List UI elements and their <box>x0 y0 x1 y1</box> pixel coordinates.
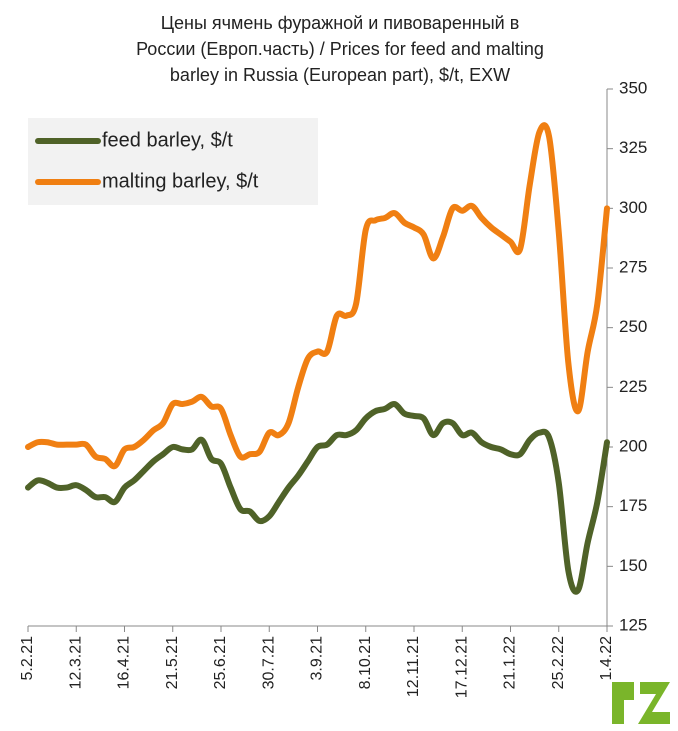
x-tick-label: 21.1.22 <box>502 636 519 689</box>
legend-label: feed barley, $/t <box>102 129 233 151</box>
y-tick-label: 150 <box>619 556 647 575</box>
y-tick-label: 300 <box>619 198 647 217</box>
logo <box>612 682 670 724</box>
series-line <box>25 400 610 595</box>
chart-title: Цены ячмень фуражной и пивоваренный в <box>161 13 520 33</box>
x-tick-label: 3.9.21 <box>309 636 326 681</box>
y-tick-label: 200 <box>619 436 647 455</box>
x-tick-label: 16.4.21 <box>116 636 133 689</box>
x-tick-label: 21.5.21 <box>164 636 181 689</box>
series-line <box>25 122 610 470</box>
y-tick-label: 275 <box>619 257 647 276</box>
x-tick-label: 25.2.22 <box>550 636 567 689</box>
y-tick-label: 350 <box>619 78 647 97</box>
x-tick-label: 1.4.22 <box>598 636 615 681</box>
x-tick-label: 8.10.21 <box>357 636 374 689</box>
legend-box <box>28 118 318 205</box>
y-tick-label: 175 <box>619 496 647 515</box>
legend-label: malting barley, $/t <box>102 170 259 192</box>
x-tick-label: 12.11.21 <box>405 636 422 697</box>
x-tick-label: 30.7.21 <box>260 636 277 689</box>
x-tick-label: 17.12.21 <box>453 636 470 698</box>
y-tick-label: 125 <box>619 615 647 634</box>
x-tick-label: 12.3.21 <box>67 636 84 689</box>
x-tick-label: 5.2.21 <box>19 636 36 681</box>
y-tick-label: 225 <box>619 377 647 396</box>
chart-title: России (Европ.часть) / Prices for feed a… <box>136 39 544 59</box>
x-tick-label: 25.6.21 <box>212 636 229 689</box>
y-tick-label: 250 <box>619 317 647 336</box>
chart-title: barley in Russia (European part), $/t, E… <box>170 65 510 85</box>
y-tick-label: 325 <box>619 138 647 157</box>
